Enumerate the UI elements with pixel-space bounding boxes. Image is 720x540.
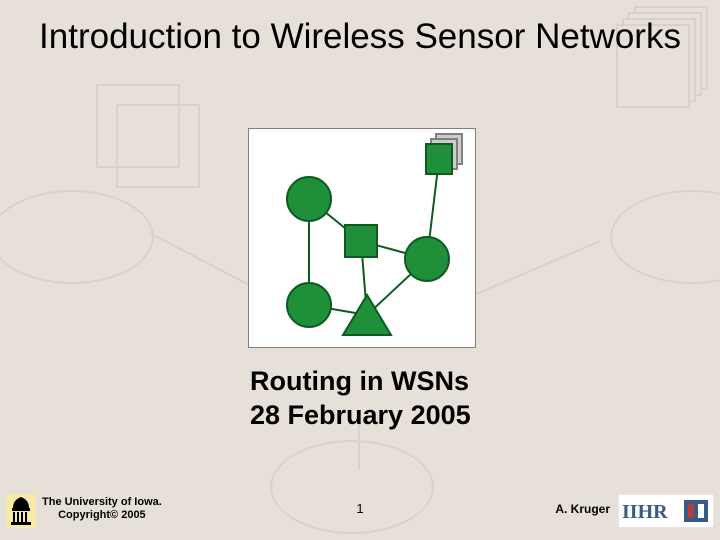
author-name: A. Kruger: [555, 502, 610, 516]
subtitle-line2: 28 February 2005: [250, 399, 471, 433]
iihr-logo: IIHR: [618, 494, 714, 528]
page-title: Introduction to Wireless Sensor Networks: [0, 18, 720, 57]
slide: Introduction to Wireless Sensor Networks…: [0, 0, 720, 540]
footer-author: A. Kruger: [555, 502, 610, 516]
page-number-value: 1: [356, 501, 363, 516]
subtitle-line1: Routing in WSNs: [250, 365, 471, 399]
iihr-icon: IIHR: [618, 494, 714, 528]
svg-text:IIHR: IIHR: [622, 501, 668, 523]
network-svg: [249, 129, 475, 347]
network-figure: [248, 128, 476, 348]
page-number: 1: [0, 501, 720, 516]
subtitle: Routing in WSNs 28 February 2005: [250, 365, 471, 433]
title-text: Introduction to Wireless Sensor Networks: [39, 17, 681, 56]
